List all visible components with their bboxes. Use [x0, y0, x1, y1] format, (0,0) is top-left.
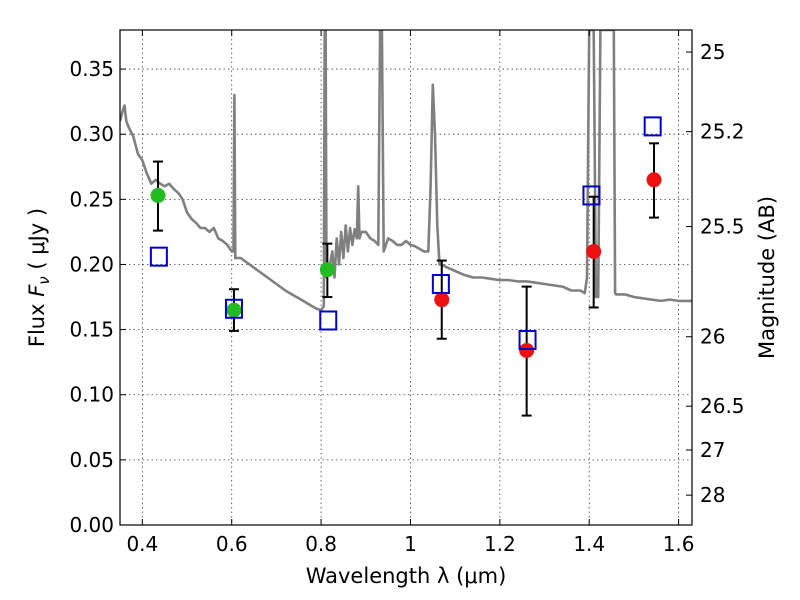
- right-axis-label: Magnitude (AB): [755, 196, 779, 359]
- blue-square-marker: [224, 298, 243, 319]
- red-circle-marker: [586, 243, 602, 259]
- y-label-paren-close: ): [25, 208, 49, 223]
- right-tick-label: 25.2: [700, 120, 745, 144]
- blue-square-marker: [149, 246, 168, 267]
- spectrum-line: [120, 30, 692, 312]
- x-tick-label: 1.6: [663, 532, 695, 556]
- grid-lines: [120, 30, 692, 526]
- blue-square-marker: [643, 116, 662, 137]
- y-tick-label: 0.10: [69, 383, 114, 407]
- blue-square-marker: [582, 185, 601, 206]
- green-circle-marker: [226, 302, 242, 318]
- right-tick-label: 25.5: [700, 215, 745, 239]
- y-label-subscript: ν: [35, 276, 53, 284]
- y-tick-label: 0.20: [69, 252, 114, 276]
- x-tick-label: 1.4: [573, 532, 605, 556]
- x-tick-label: 1.2: [484, 532, 516, 556]
- error-bars: [152, 142, 660, 417]
- y-tick-label: 0.30: [69, 122, 114, 146]
- right-tick-label: 26.5: [700, 394, 745, 418]
- x-axis-label: Wavelength λ (μm): [306, 564, 507, 588]
- red-circle-marker: [646, 172, 662, 188]
- y-label-prefix: Flux: [25, 297, 49, 347]
- y-tick-label: 0.15: [69, 318, 114, 342]
- right-tick-label: 26: [700, 325, 725, 349]
- y-tick-label: 0.00: [69, 513, 114, 537]
- y-label-symbol: F: [25, 284, 49, 297]
- y-tick-label: 0.05: [69, 448, 114, 472]
- right-tick-label: 28: [700, 483, 725, 507]
- x-tick-label: 0.6: [216, 532, 248, 556]
- x-tick-label: 0.8: [305, 532, 337, 556]
- y-tick-label: 0.25: [69, 187, 114, 211]
- blue-square-marker: [431, 274, 450, 295]
- green-circle-marker: [319, 262, 335, 278]
- x-tick-label: 1: [404, 532, 417, 556]
- right-tick-label: 25: [700, 40, 725, 64]
- blue-square-marker: [518, 330, 537, 351]
- data-markers: [149, 116, 662, 358]
- axis-ticks: 0.4 0.6 0.8 1 1.2 1.4 1.6 0.00 0.05 0.10 0.15 0.20 0…: [69, 30, 745, 556]
- red-circle-marker: [519, 342, 535, 358]
- green-circle-marker: [150, 187, 166, 203]
- y-label-paren-open: (: [25, 255, 49, 277]
- y-axis-label: Flux Fν ( μJy ): [25, 208, 53, 347]
- blue-square-marker: [319, 310, 338, 331]
- y-label-unit: μJy: [25, 223, 49, 255]
- right-tick-label: 27: [700, 438, 725, 462]
- red-circle-marker: [434, 292, 450, 308]
- y-tick-label: 0.35: [69, 57, 114, 81]
- plot-frame: [119, 29, 693, 526]
- spectrum: [120, 30, 692, 312]
- x-tick-label: 0.4: [126, 532, 158, 556]
